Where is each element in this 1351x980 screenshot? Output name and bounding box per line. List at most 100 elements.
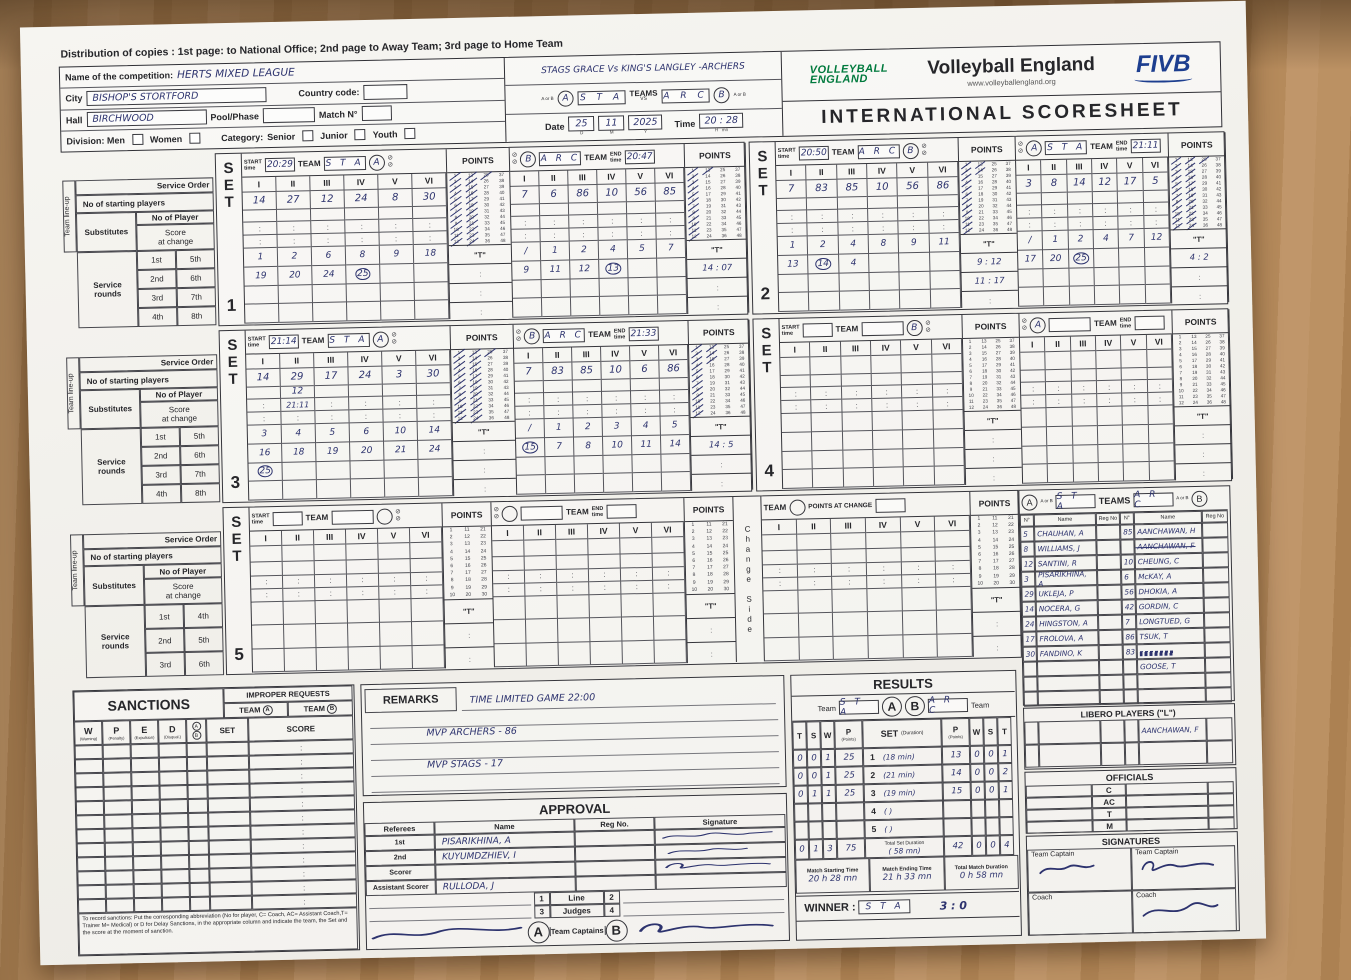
- roster-cell: 6: [1121, 569, 1136, 585]
- roster-cell: 42: [1121, 599, 1136, 615]
- results-set-row: 5( ): [864, 818, 944, 839]
- timeout-score-cell: :: [972, 610, 1022, 636]
- substitute-cell: [811, 374, 841, 388]
- results-value-cell: [836, 802, 865, 821]
- substitute-cell: [416, 382, 451, 397]
- service-round-cell: [654, 639, 686, 664]
- sanction-mark-circles-icon: ⊘ ⊘: [1017, 140, 1024, 155]
- position-column-header: V: [626, 168, 655, 185]
- libero-cell: [1124, 719, 1139, 743]
- position-column-header: II: [539, 170, 568, 186]
- results-value-cell: 25: [835, 784, 865, 803]
- timeout-label: "T": [448, 243, 512, 265]
- substitute-cell: [514, 380, 544, 395]
- service-round-cell: [1123, 424, 1148, 445]
- score-at-change-cell: :: [311, 220, 345, 235]
- score-at-change-cell: :: [515, 393, 544, 407]
- score-at-change-cell: :: [868, 221, 898, 236]
- roster-player-name: TSUK, T: [1136, 627, 1205, 645]
- position-column-header: VI: [1146, 334, 1172, 350]
- starting-player-cell: [1146, 349, 1172, 368]
- country-code-box: [363, 83, 408, 100]
- starting-player-cell: 14: [242, 191, 276, 211]
- service-round-cell: [248, 481, 283, 501]
- service-round-cell: 2: [569, 240, 599, 261]
- roster-player-name: GORDIN, C: [1135, 597, 1204, 615]
- starting-player-cell: [250, 545, 282, 563]
- libero-players-block: LIBERO PLAYERS ("L") AANCHAWAN, F: [1022, 703, 1237, 770]
- service-round-cell: [902, 410, 933, 431]
- service-round-ordinal: 6th: [184, 651, 225, 677]
- junior-label: Junior: [320, 130, 348, 141]
- service-round-cell: [661, 472, 691, 492]
- lineup-grid: I:: II:: III:: IV:: V:: VI::: [249, 527, 445, 673]
- points-label: POINTS: [958, 136, 1016, 163]
- lineup-grid: I 7:: ∕ 15 II 83::1 7 III 85::2 8 IV 10::3 10 V 6::4 11…: [514, 344, 692, 495]
- service-round-cell: [842, 412, 872, 432]
- service-round-cell: [1073, 463, 1099, 483]
- roster-cell: 3: [1021, 571, 1036, 587]
- substitute-cell: [314, 560, 346, 576]
- service-round-cell: [414, 281, 448, 302]
- starting-player-cell: 85: [655, 182, 684, 202]
- position-column-header: VI: [651, 522, 684, 538]
- position-column-header: V: [1121, 335, 1146, 351]
- position-column-header: IV: [1092, 158, 1117, 174]
- service-round-cell: [384, 478, 419, 498]
- score-at-change-cell: :: [345, 220, 379, 234]
- timeout-label: "T": [972, 586, 1021, 612]
- team-letter-circle: [376, 507, 393, 525]
- points-number-grid: 1 2 3 4 5 6 7 8 9 10 11 12 13 14 15 16 17 18 19 20 21 22 23 24 2…: [685, 521, 735, 594]
- results-header-cell: P (Points): [834, 720, 863, 749]
- service-round-cell: 10: [383, 421, 418, 442]
- position-column-header: IV: [870, 340, 901, 356]
- score-at-change-cell: :: [379, 232, 413, 246]
- service-round-cell: [1122, 406, 1148, 426]
- score-at-change-cell: :: [932, 384, 963, 398]
- substitute-cell: [1118, 190, 1143, 204]
- service-round-cell: 15: [515, 437, 545, 458]
- score-at-change-cell: :: [1067, 204, 1093, 218]
- timeout-score-cell: :: [964, 428, 1022, 449]
- substitute-cell: [276, 208, 311, 223]
- starting-player-cell: 8: [378, 188, 412, 208]
- service-round-cell: [1072, 425, 1098, 446]
- signature-mark: [371, 926, 523, 939]
- service-round-cell: [541, 297, 571, 318]
- substitute-cell: [652, 553, 684, 568]
- service-round-cell: [380, 263, 414, 284]
- position-column-header: IV: [601, 346, 630, 362]
- official-role-label: AC: [1091, 795, 1127, 809]
- service-round-ordinal: 5th: [184, 627, 224, 653]
- score-at-change-cell: :: [602, 404, 631, 418]
- position-column-header: II: [1041, 159, 1067, 176]
- roster-cell: [1202, 522, 1229, 538]
- score-at-change-cell: :: [871, 385, 902, 400]
- roster-player-name: [1137, 687, 1206, 705]
- score-at-change-cell: :: [492, 570, 525, 585]
- timeout-label: "T": [686, 238, 748, 259]
- judge-label: Judges: [549, 903, 604, 919]
- results-value-cell: 1: [997, 745, 1013, 764]
- service-round-cell: [1093, 248, 1119, 268]
- results-value-cell: 14: [942, 763, 971, 783]
- points-number-grid: 1 2 3 4 5 6 7 8 9 10 11 12 13 14 15 16 17 18 19 20 21 22 23 24 2…: [443, 526, 493, 599]
- volleyball-england-wordmark: Volleyball England www.volleyballengland…: [927, 53, 1096, 88]
- roster-cell: [1205, 672, 1232, 688]
- score-at-change-cell: :: [281, 411, 315, 425]
- score-at-change-cell: :: [901, 574, 936, 588]
- service-round-cell: [346, 283, 380, 303]
- roster-cell: 56: [1121, 584, 1136, 600]
- position-column-header: IV: [345, 528, 378, 545]
- service-round-ordinal: 6th: [176, 268, 216, 289]
- score-at-change-cell: :: [866, 562, 901, 576]
- signature-cell: [654, 841, 787, 860]
- service-round-cell: [1144, 247, 1170, 267]
- substitutes-label: Substitutes: [75, 211, 137, 253]
- results-value-cell: 2: [998, 763, 1013, 782]
- substitute-cell: [556, 555, 588, 570]
- referee-role-label: 2nd: [364, 849, 436, 867]
- service-round-cell: [930, 270, 960, 290]
- position-column-header: IV: [865, 517, 900, 533]
- timeout-score-cell: :: [450, 300, 513, 322]
